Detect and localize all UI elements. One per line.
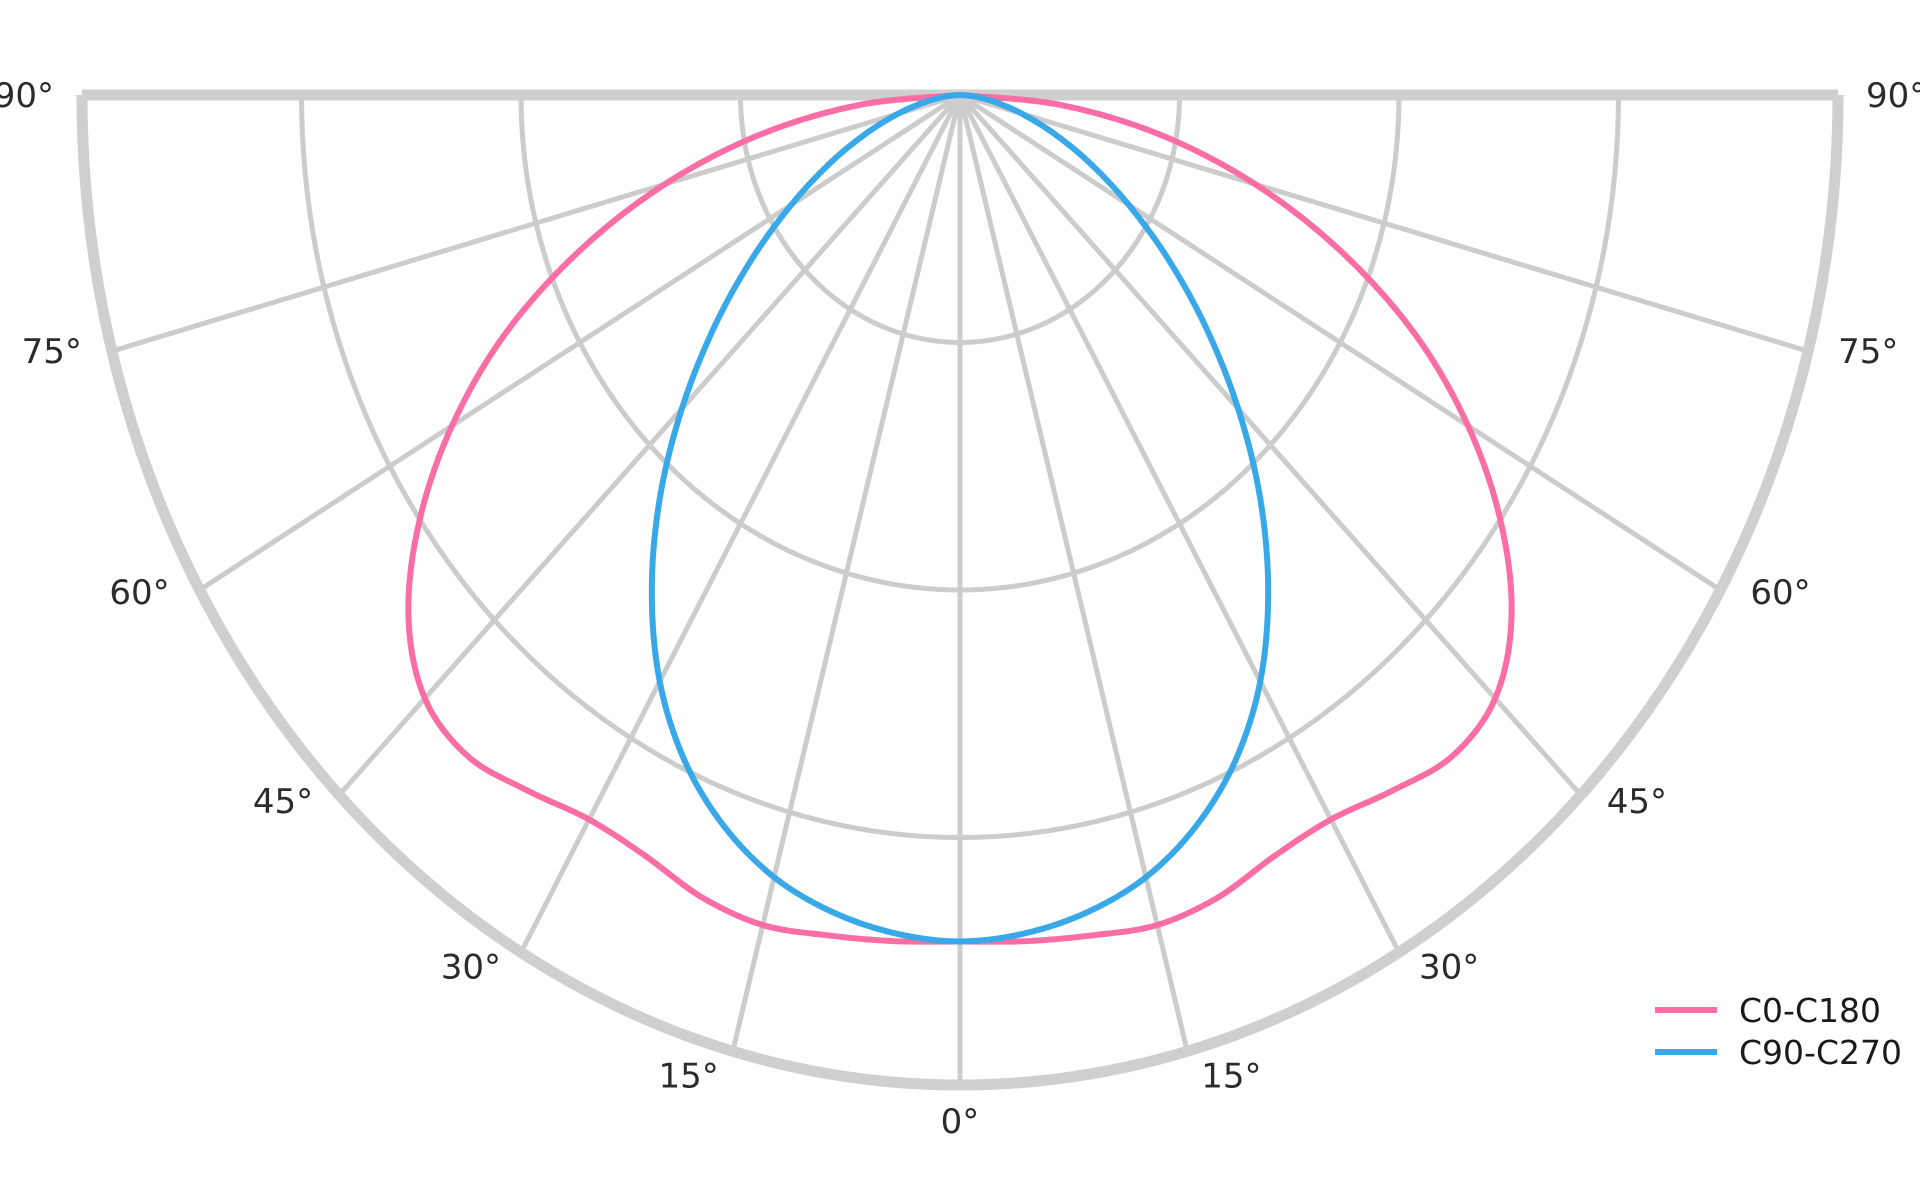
angle-tick-label: 60° <box>1750 573 1810 613</box>
polar-series-group <box>405 92 1515 945</box>
angle-tick-label: 15° <box>659 1056 719 1096</box>
angle-tick-label: 90° <box>0 76 54 116</box>
grid-spoke <box>198 92 962 593</box>
grid-spoke <box>957 93 1402 954</box>
angle-tick-label: 45° <box>1607 782 1667 822</box>
grid-spoke <box>959 92 1809 354</box>
angle-tick-label: 0° <box>941 1102 980 1142</box>
grid-spoke <box>958 93 1583 797</box>
grid-spoke <box>957 94 1190 1052</box>
grid-spoke <box>958 92 1722 593</box>
angle-tick-label: 15° <box>1201 1056 1261 1096</box>
polar-grid-spokes <box>111 92 1809 1085</box>
grid-spoke <box>337 93 962 797</box>
legend-label-c90-c270[interactable]: C90-C270 <box>1739 1033 1902 1072</box>
angle-tick-label: 60° <box>109 573 169 613</box>
legend-label-c0-c180[interactable]: C0-C180 <box>1739 991 1881 1030</box>
grid-spoke <box>111 92 961 354</box>
angle-tick-label: 30° <box>441 947 501 987</box>
grid-spoke <box>518 93 963 954</box>
angle-tick-label: 75° <box>22 332 82 372</box>
angle-tick-label: 90° <box>1866 76 1920 116</box>
angle-tick-label: 30° <box>1419 947 1479 987</box>
angle-tick-label: 45° <box>253 782 313 822</box>
angle-tick-label: 75° <box>1838 332 1898 372</box>
grid-spoke <box>730 94 963 1052</box>
series-curve-c90-c270 <box>648 92 1272 945</box>
polar-angle-labels: 90° 75° 60° 45° 30° 15° 0° 15° 30° 45° 60° 75° 90° <box>0 76 1920 1142</box>
outer-arc <box>76 94 1844 1091</box>
